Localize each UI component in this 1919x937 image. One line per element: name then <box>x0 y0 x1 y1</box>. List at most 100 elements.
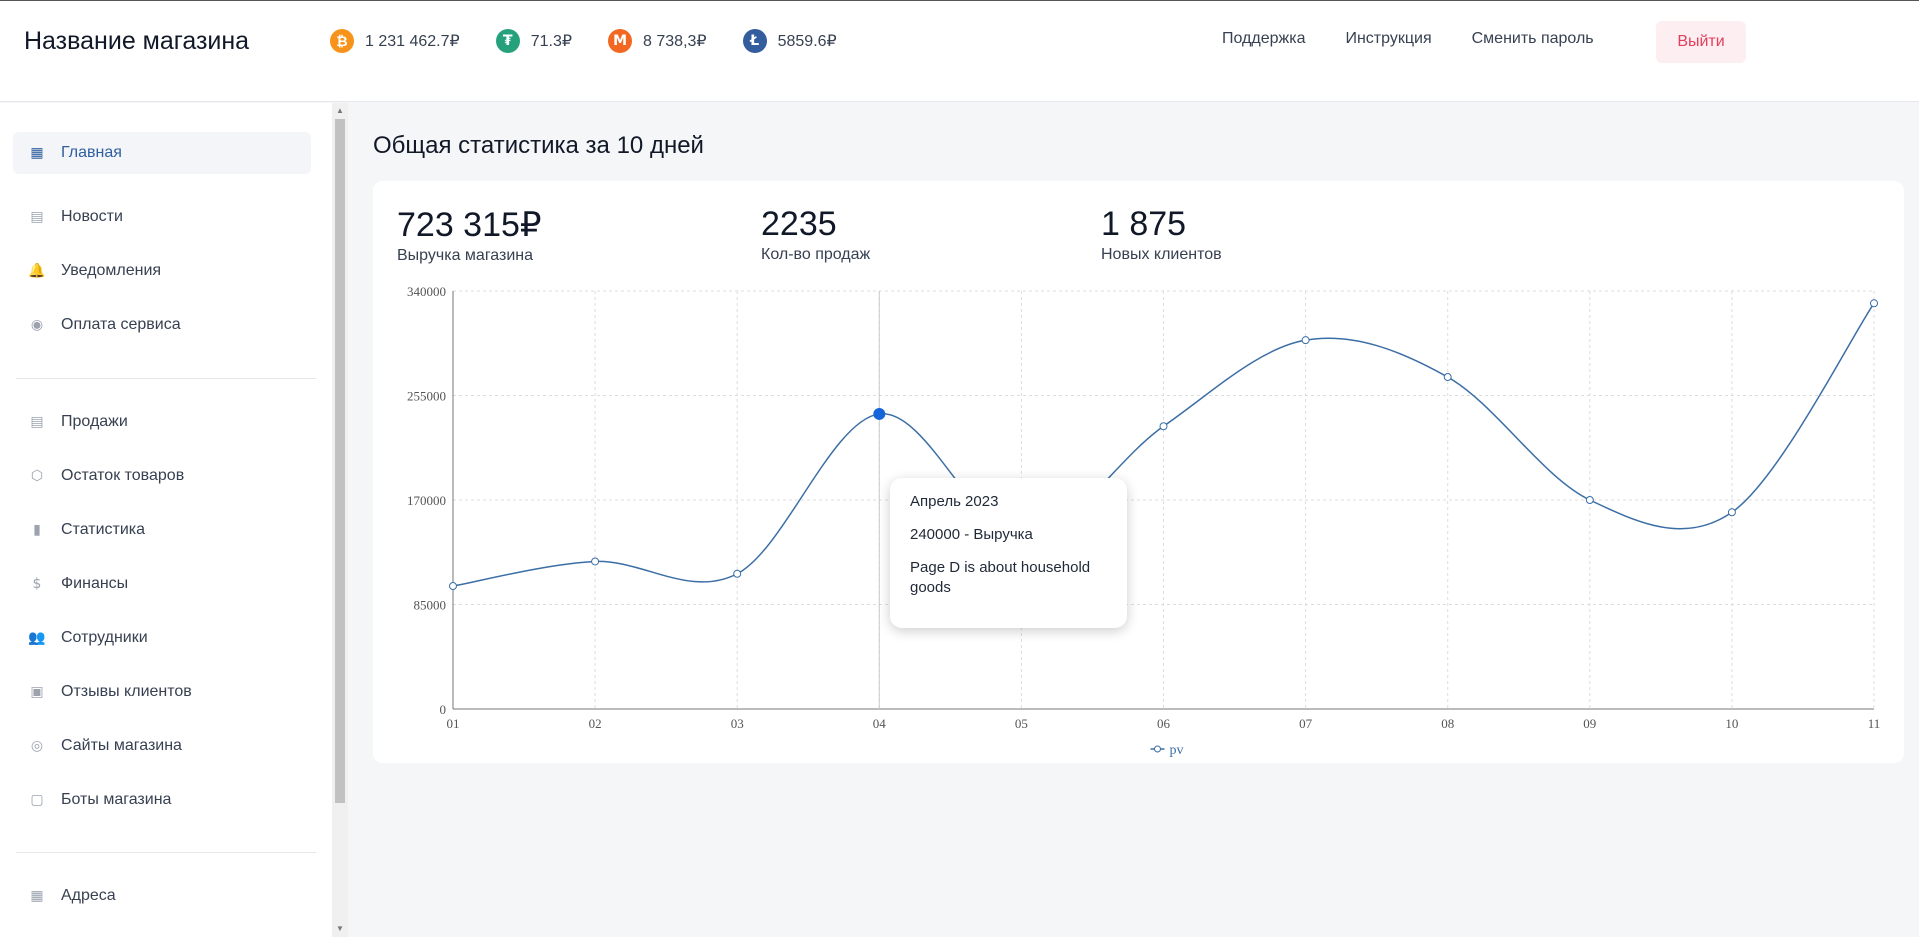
sidebar-item-employees[interactable]: 👥 Сотрудники <box>13 617 311 659</box>
logout-button[interactable]: Выйти <box>1656 21 1746 63</box>
stat-value: 723 315₽ <box>397 206 542 244</box>
users-icon: 👥 <box>28 630 46 646</box>
x-tick-label: 07 <box>1299 716 1313 731</box>
data-point <box>1159 422 1168 431</box>
sidebar-item-news[interactable]: ▤ Новости <box>13 196 311 238</box>
sidebar-item-label: Продажи <box>61 413 128 430</box>
coin-value: 71.3₽ <box>530 33 573 50</box>
sidebar: ▦ Главная ▤ Новости 🔔 Уведомления ◉ Оплата с… <box>0 103 332 937</box>
bell-icon: 🔔 <box>28 263 46 279</box>
x-tick-label: 01 <box>447 716 460 731</box>
dollar-icon: $ <box>32 576 42 592</box>
stat-label: Выручка магазина <box>397 247 534 264</box>
sidebar-item-reviews[interactable]: ▣ Отзывы клиентов <box>13 671 311 713</box>
coin-value: 5859.6₽ <box>777 33 837 50</box>
litecoin-icon: Ł <box>742 29 767 53</box>
x-tick-label: 09 <box>1583 716 1596 731</box>
coin-rate: Ł 5859.6₽ <box>742 29 837 53</box>
legend-label: pv <box>1170 743 1184 758</box>
x-tick-label: 02 <box>589 716 602 731</box>
sidebar-item-label: Оплата сервиса <box>61 316 181 333</box>
grid-icon: ▦ <box>30 145 44 161</box>
sales-count-stat: 2235 Кол-во продаж <box>761 205 870 264</box>
tooltip-value: 240000 - Выручка <box>910 526 1033 543</box>
revenue-stat: 723 315₽ Выручка магазина <box>397 205 542 265</box>
sidebar-item-notifications[interactable]: 🔔 Уведомления <box>13 250 311 292</box>
scroll-up-arrow-icon[interactable]: ▲ <box>336 106 344 115</box>
data-point <box>1585 496 1594 504</box>
top-header: Название магазина ₿ 1 231 462.7₽ ₮ 71.3₽ M… <box>0 0 1919 102</box>
shop-name: Название магазина <box>24 27 250 55</box>
sidebar-item-label: Главная <box>61 144 122 161</box>
sidebar-item-sites[interactable]: ◎ Сайты магазина <box>13 725 311 767</box>
stat-value: 2235 <box>761 205 837 243</box>
coin-rate: M 8 738,3₽ <box>608 29 707 53</box>
grid-icon: ▦ <box>30 888 44 904</box>
x-tick-label: 06 <box>1157 716 1171 731</box>
sidebar-item-label: Сайты магазина <box>61 737 182 754</box>
active-data-point <box>873 407 886 420</box>
list-icon: ▤ <box>30 414 44 430</box>
sidebar-item-label: Статистика <box>61 521 146 538</box>
sidebar-item-statistics[interactable]: ▮ Статистика <box>13 509 311 551</box>
data-point <box>591 557 600 566</box>
chart-tooltip: Апрель 2023 240000 - Выручка Page D is a… <box>890 478 1127 628</box>
sidebar-divider <box>16 852 316 853</box>
header-nav: Поддержка Инструкция Сменить пароль <box>1222 30 1634 48</box>
statistics-card: 723 315₽ Выручка магазина 2235 Кол-во прод… <box>373 181 1904 763</box>
x-tick-label: 10 <box>1725 716 1738 731</box>
stat-value: 1 875 <box>1101 205 1187 243</box>
support-link[interactable]: Поддержка <box>1222 30 1306 47</box>
scroll-thumb[interactable] <box>335 119 345 803</box>
coin-value: 1 231 462.7₽ <box>365 33 460 50</box>
sidebar-item-label: Отзывы клиентов <box>61 683 192 700</box>
monero-icon: M <box>608 29 633 53</box>
scroll-down-arrow-icon[interactable]: ▼ <box>336 924 344 933</box>
sidebar-item-label: Адреса <box>61 887 116 904</box>
sidebar-item-sales[interactable]: ▤ Продажи <box>13 401 311 443</box>
sidebar-item-label: Боты магазина <box>61 791 172 808</box>
data-point <box>449 582 457 591</box>
tether-icon: ₮ <box>495 29 520 53</box>
stat-label: Новых клиентов <box>1101 246 1222 263</box>
x-tick-label: 08 <box>1441 716 1454 731</box>
x-tick-label: 04 <box>873 716 887 731</box>
message-icon: ▣ <box>30 684 44 700</box>
sidebar-item-label: Сотрудники <box>61 629 148 646</box>
sidebar-item-stock[interactable]: ⬡ Остаток товаров <box>13 455 311 497</box>
newspaper-icon: ▤ <box>30 209 44 225</box>
sidebar-scrollbar[interactable]: ▲ ▼ <box>332 103 348 937</box>
data-point <box>1727 508 1736 517</box>
x-tick-label: 11 <box>1868 716 1881 731</box>
sidebar-item-payment[interactable]: ◉ Оплата сервиса <box>13 304 311 346</box>
globe-icon: ◎ <box>30 738 44 754</box>
change-password-link[interactable]: Сменить пароль <box>1471 30 1594 47</box>
chart-icon: ▮ <box>33 522 41 538</box>
data-point <box>1301 336 1310 345</box>
y-tick-label: 170000 <box>407 493 446 508</box>
sidebar-item-label: Уведомления <box>61 262 162 279</box>
bitcoin-icon: ₿ <box>330 29 354 53</box>
sidebar-divider <box>16 378 316 379</box>
sidebar-item-finance[interactable]: $ Финансы <box>13 563 311 605</box>
sidebar-item-label: Новости <box>61 208 123 225</box>
legend-marker-icon <box>1154 745 1161 753</box>
coin-value: 8 738,3₽ <box>643 33 707 50</box>
y-tick-label: 255000 <box>407 389 446 404</box>
data-point <box>1443 373 1452 382</box>
sidebar-item-bots[interactable]: ▢ Боты магазина <box>13 779 311 821</box>
y-tick-label: 85000 <box>414 598 447 613</box>
coin-rate: ₮ 71.3₽ <box>495 29 573 53</box>
tooltip-note: Page D is about household goods <box>910 559 1091 596</box>
y-tick-label: 0 <box>440 702 447 717</box>
bot-icon: ▢ <box>30 792 44 808</box>
sidebar-item-addresses[interactable]: ▦ Адреса <box>13 875 311 917</box>
y-tick-label: 340000 <box>407 284 446 299</box>
sidebar-item-label: Остаток товаров <box>61 467 185 484</box>
sidebar-item-home[interactable]: ▦ Главная <box>13 132 311 174</box>
x-tick-label: 05 <box>1015 716 1028 731</box>
new-clients-stat: 1 875 Новых клиентов <box>1101 205 1222 264</box>
coin-rate: ₿ 1 231 462.7₽ <box>330 29 460 53</box>
instructions-link[interactable]: Инструкция <box>1345 30 1432 47</box>
